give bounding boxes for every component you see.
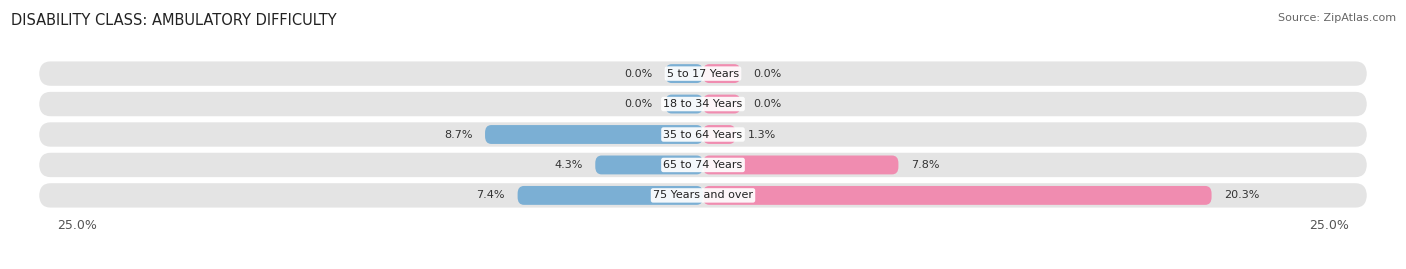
- FancyBboxPatch shape: [39, 61, 1367, 86]
- Text: 75 Years and over: 75 Years and over: [652, 190, 754, 200]
- FancyBboxPatch shape: [595, 155, 703, 174]
- Text: 4.3%: 4.3%: [554, 160, 582, 170]
- FancyBboxPatch shape: [703, 95, 741, 114]
- Text: 0.0%: 0.0%: [624, 99, 652, 109]
- FancyBboxPatch shape: [485, 125, 703, 144]
- FancyBboxPatch shape: [39, 122, 1367, 147]
- FancyBboxPatch shape: [665, 64, 703, 83]
- Text: 65 to 74 Years: 65 to 74 Years: [664, 160, 742, 170]
- Text: 0.0%: 0.0%: [624, 69, 652, 79]
- FancyBboxPatch shape: [39, 153, 1367, 177]
- Text: 1.3%: 1.3%: [748, 129, 776, 140]
- Text: 0.0%: 0.0%: [754, 99, 782, 109]
- FancyBboxPatch shape: [517, 186, 703, 205]
- FancyBboxPatch shape: [703, 64, 741, 83]
- FancyBboxPatch shape: [39, 92, 1367, 116]
- Text: 18 to 34 Years: 18 to 34 Years: [664, 99, 742, 109]
- FancyBboxPatch shape: [703, 186, 1212, 205]
- Text: 7.4%: 7.4%: [477, 190, 505, 200]
- FancyBboxPatch shape: [703, 125, 735, 144]
- Text: 5 to 17 Years: 5 to 17 Years: [666, 69, 740, 79]
- Text: 7.8%: 7.8%: [911, 160, 939, 170]
- FancyBboxPatch shape: [39, 183, 1367, 208]
- Text: 0.0%: 0.0%: [754, 69, 782, 79]
- Text: DISABILITY CLASS: AMBULATORY DIFFICULTY: DISABILITY CLASS: AMBULATORY DIFFICULTY: [11, 13, 337, 29]
- Text: 35 to 64 Years: 35 to 64 Years: [664, 129, 742, 140]
- FancyBboxPatch shape: [665, 95, 703, 114]
- Text: Source: ZipAtlas.com: Source: ZipAtlas.com: [1278, 13, 1396, 23]
- FancyBboxPatch shape: [703, 155, 898, 174]
- Text: 8.7%: 8.7%: [444, 129, 472, 140]
- Text: 20.3%: 20.3%: [1225, 190, 1260, 200]
